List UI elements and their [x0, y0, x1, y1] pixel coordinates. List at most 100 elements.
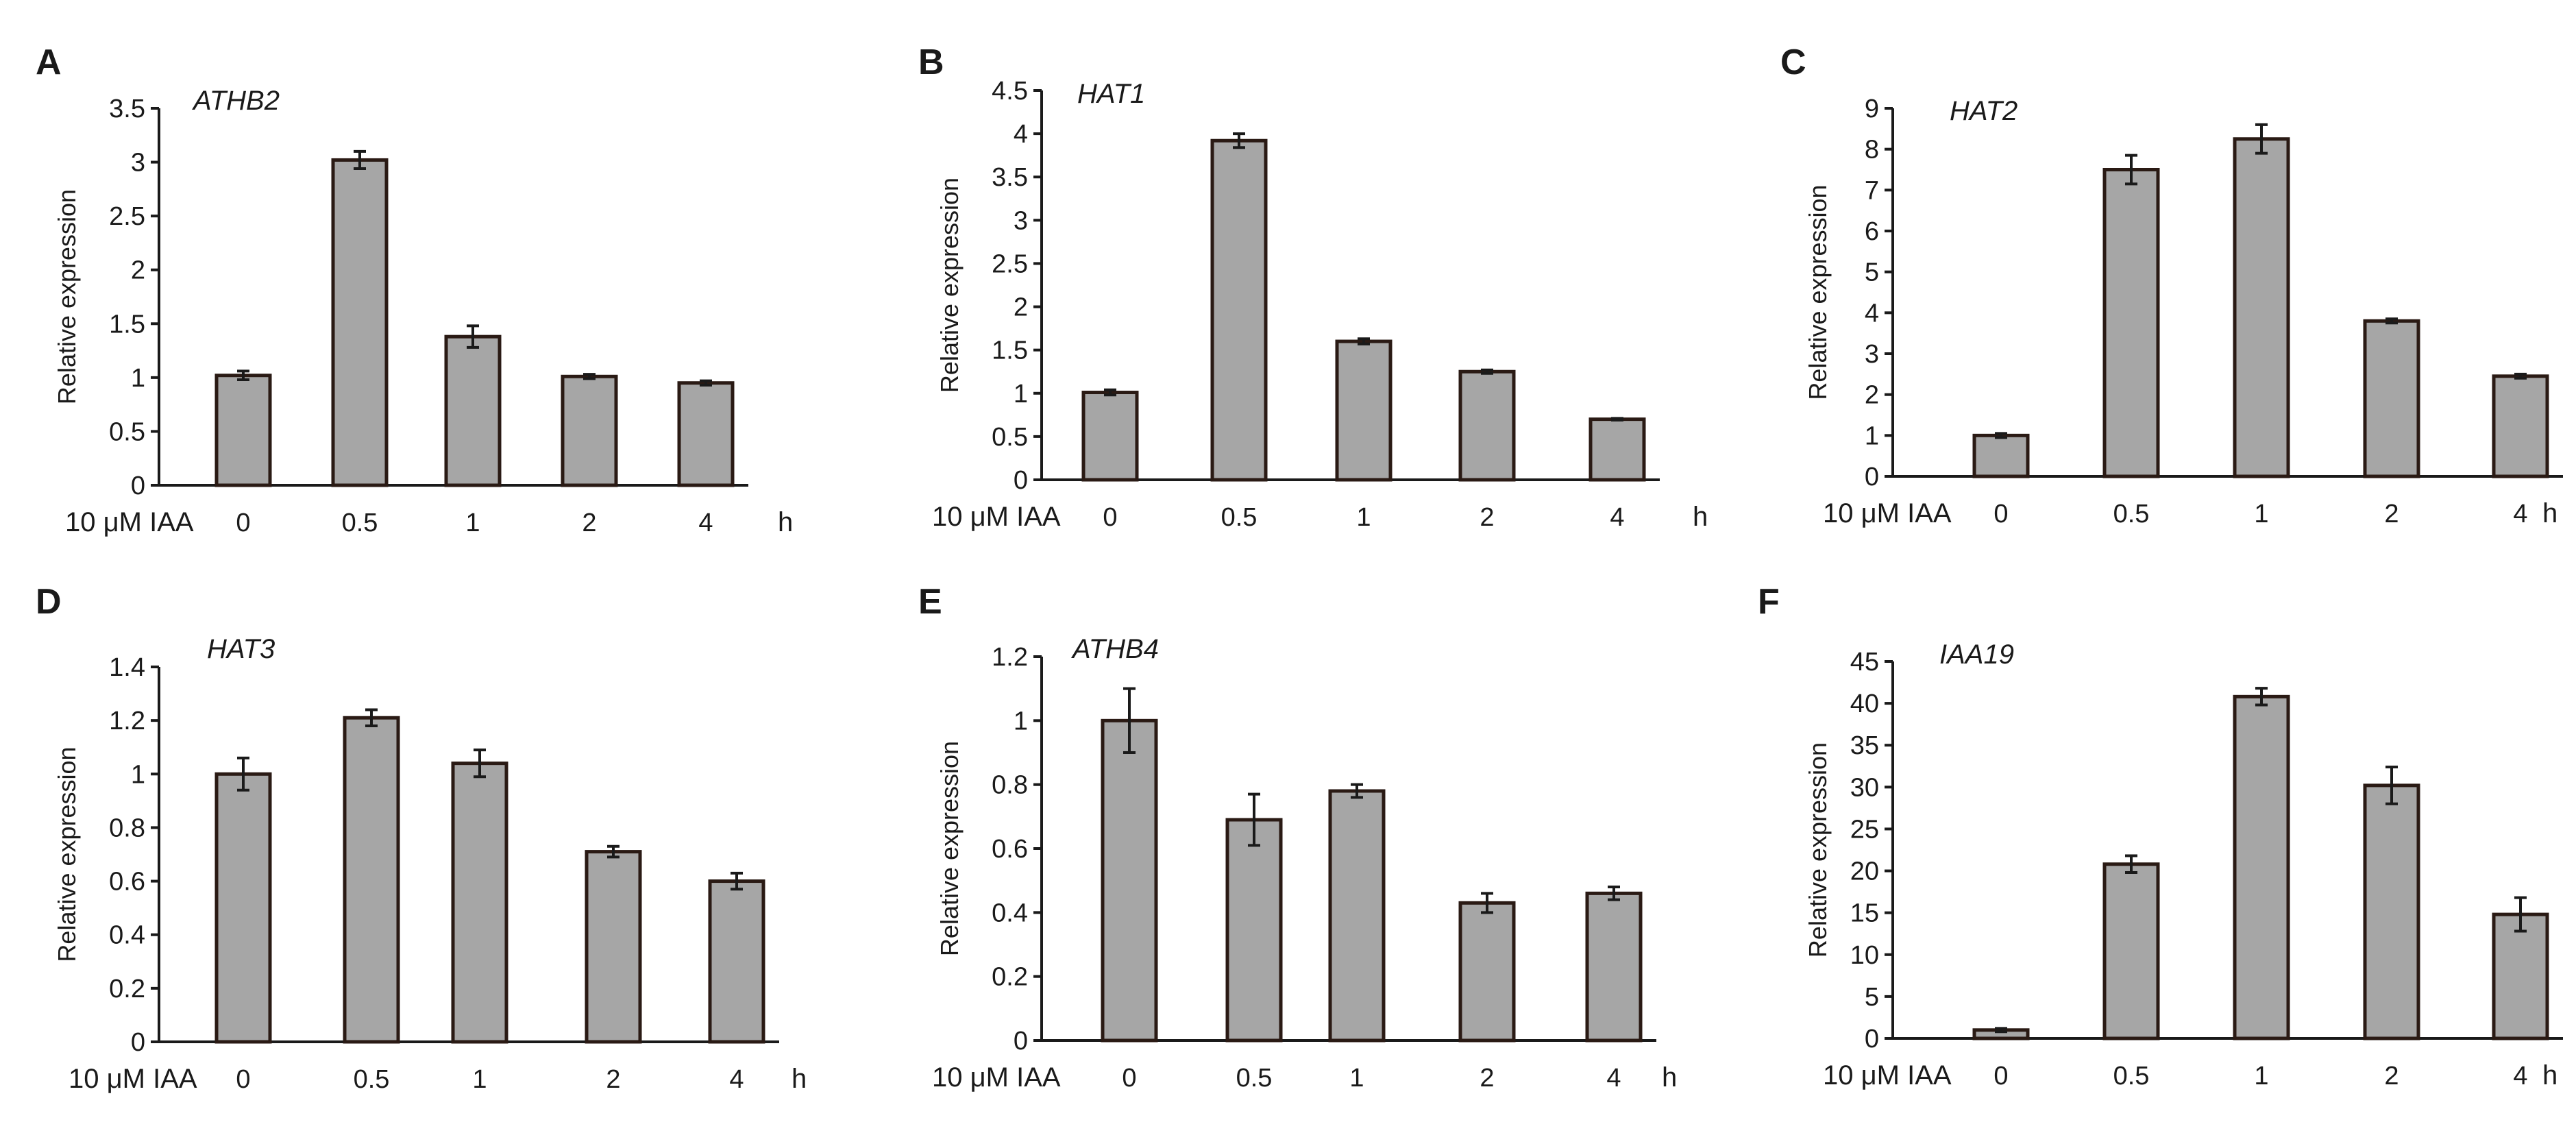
bar-4h [708, 879, 765, 1044]
x-tick-label: 0 [1994, 500, 2008, 528]
bar-2h [585, 850, 642, 1044]
y-tick-label: 3 [1865, 340, 1879, 369]
x-tick-label: 0 [236, 509, 250, 537]
y-tick-label: 0 [1865, 1025, 1879, 1053]
bar-0.5h [2102, 168, 2160, 478]
gene-title: HAT2 [1950, 96, 2017, 126]
y-axis-label: Relative expression [935, 741, 964, 956]
y-tick-label: 0.4 [109, 921, 145, 950]
y-tick-label: 5 [1865, 258, 1879, 287]
bar-1h [2233, 694, 2290, 1040]
x-axis-prefix-label: 10 μM IAA [932, 502, 1061, 532]
y-tick-label: 0.8 [109, 814, 145, 842]
bar-2h [2363, 783, 2420, 1040]
y-tick-label: 0.5 [109, 417, 145, 446]
y-tick-label: 0.6 [109, 868, 145, 897]
x-tick-label: 0 [236, 1065, 250, 1094]
x-tick-label: 0.5 [354, 1065, 390, 1094]
bar-0.5h [1225, 818, 1283, 1043]
x-axis-unit-label: h [2542, 498, 2557, 528]
bar-0.5h [2102, 862, 2160, 1040]
y-tick-label: 0.4 [992, 899, 1028, 927]
y-tick-label: 2 [1014, 293, 1028, 322]
bar-4h [1585, 891, 1643, 1043]
y-tick-label: 35 [1850, 731, 1879, 760]
x-axis-prefix-label: 10 μM IAA [932, 1062, 1061, 1093]
y-tick-label: 0 [131, 472, 145, 500]
panel-letter: E [918, 582, 942, 622]
x-tick-label: 4 [1606, 1064, 1621, 1093]
y-tick-label: 0 [131, 1028, 145, 1057]
y-tick-label: 2.5 [992, 249, 1028, 278]
y-axis-label: Relative expression [53, 746, 81, 962]
x-tick-label: 2 [606, 1065, 620, 1094]
bar-1h [2233, 137, 2290, 478]
bar-1h [1335, 339, 1393, 482]
x-tick-label: 0.5 [1236, 1064, 1273, 1093]
y-axis-label: Relative expression [935, 178, 964, 393]
x-axis-prefix-label: 10 μM IAA [65, 507, 194, 537]
x-tick-label: 1 [465, 509, 480, 537]
y-tick-label: 1 [1865, 422, 1879, 450]
y-tick-label: 7 [1865, 176, 1879, 205]
gene-title: IAA19 [1939, 639, 2014, 670]
y-tick-label: 0.8 [992, 771, 1028, 800]
bar-0.5h [343, 716, 400, 1044]
y-axis-label: Relative expression [1804, 742, 1832, 958]
bar-4h [1588, 417, 1646, 482]
y-tick-label: 20 [1850, 857, 1879, 886]
bar-1h [444, 334, 502, 487]
y-tick-label: 25 [1850, 815, 1879, 844]
y-tick-label: 10 [1850, 941, 1879, 970]
y-tick-label: 40 [1850, 690, 1879, 718]
panel-letter: A [36, 42, 62, 82]
y-tick-label: 45 [1850, 648, 1879, 677]
x-tick-label: 2 [1480, 1064, 1494, 1093]
bar-0h [1101, 718, 1158, 1043]
x-tick-label: 0 [1122, 1064, 1136, 1093]
bar-4h [2492, 912, 2549, 1040]
x-tick-label: 1 [2254, 1062, 2268, 1091]
y-tick-label: 15 [1850, 899, 1879, 928]
x-tick-label: 1 [1356, 503, 1371, 532]
x-axis-prefix-label: 10 μM IAA [69, 1064, 197, 1094]
panel-letter: D [36, 582, 62, 622]
y-tick-label: 3 [131, 149, 145, 178]
bar-0.5h [331, 158, 389, 487]
y-tick-label: 0.5 [992, 423, 1028, 452]
bar-2h [2363, 319, 2420, 478]
y-tick-label: 2.5 [109, 202, 145, 231]
x-tick-label: 0.5 [342, 509, 378, 537]
y-tick-label: 1 [1014, 707, 1028, 735]
y-tick-label: 1.5 [109, 310, 145, 339]
gene-title: HAT3 [207, 634, 275, 664]
x-tick-label: 4 [698, 509, 713, 537]
chart-panel-c: C HAT2 Relative expression 0 1 2 3 4 5 6 7 8 9 0 0.5 1 2… [1780, 42, 2563, 528]
y-tick-label: 0.6 [992, 835, 1028, 864]
panel-letter: C [1780, 42, 1806, 82]
x-axis-unit-label: h [792, 1064, 807, 1094]
panel-letter: F [1758, 582, 1780, 622]
y-tick-label: 2 [1865, 381, 1879, 410]
y-tick-label: 1.5 [992, 337, 1028, 365]
y-axis-label: Relative expression [1804, 184, 1832, 400]
bar-1h [451, 762, 508, 1044]
x-tick-label: 2 [1480, 503, 1494, 532]
y-tick-label: 4.5 [992, 77, 1028, 106]
y-tick-label: 1.2 [992, 643, 1028, 672]
y-tick-label: 1.4 [109, 653, 145, 682]
x-tick-label: 4 [2513, 500, 2527, 528]
x-tick-label: 2 [2384, 1062, 2399, 1091]
bar-0.5h [1210, 138, 1268, 482]
x-tick-label: 4 [2513, 1062, 2527, 1091]
x-tick-label: 1 [472, 1065, 487, 1094]
y-axis-label: Relative expression [53, 189, 81, 404]
y-tick-label: 1 [131, 760, 145, 789]
bar-2h [1458, 369, 1516, 482]
y-tick-label: 4 [1014, 120, 1028, 149]
bar-0h [1972, 433, 2030, 478]
y-tick-label: 0 [1014, 466, 1028, 495]
x-tick-label: 0.5 [1221, 503, 1258, 532]
